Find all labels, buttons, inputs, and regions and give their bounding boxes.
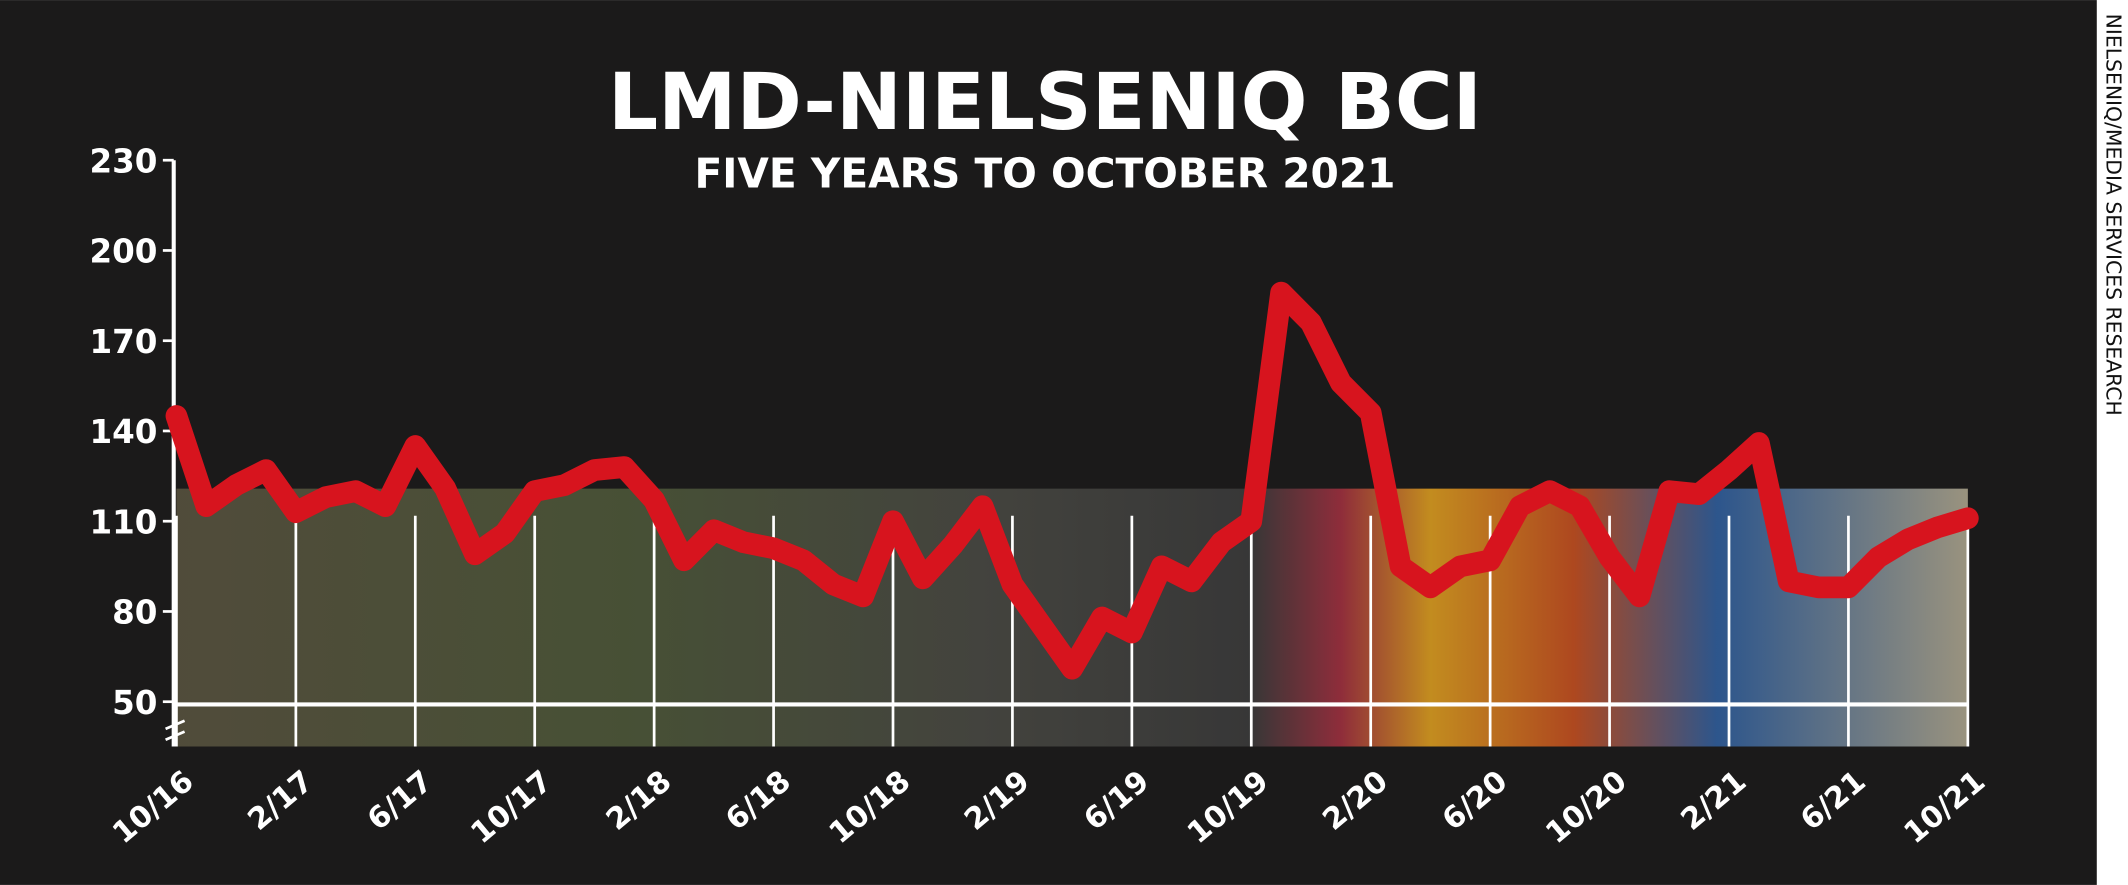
y-tick-label: 110	[89, 503, 157, 541]
y-tick-label: 170	[89, 323, 157, 361]
photo-band	[176, 488, 1968, 747]
y-tick-label: 50	[112, 684, 157, 722]
y-tick-label: 140	[89, 413, 157, 451]
line	[165, 281, 1979, 680]
chart-subtitle: FIVE YEARS TO OCTOBER 2021	[694, 149, 1395, 197]
source: NIELSENIQ/MEDIA SERVICES RESEARCH	[2101, 14, 2125, 416]
y-tick-label: 80	[112, 594, 157, 632]
y-tick-label: 200	[89, 233, 157, 271]
chart-title: LMD-NIELSENIQ BCI	[608, 56, 1482, 148]
y-tick-label: 230	[89, 142, 157, 180]
